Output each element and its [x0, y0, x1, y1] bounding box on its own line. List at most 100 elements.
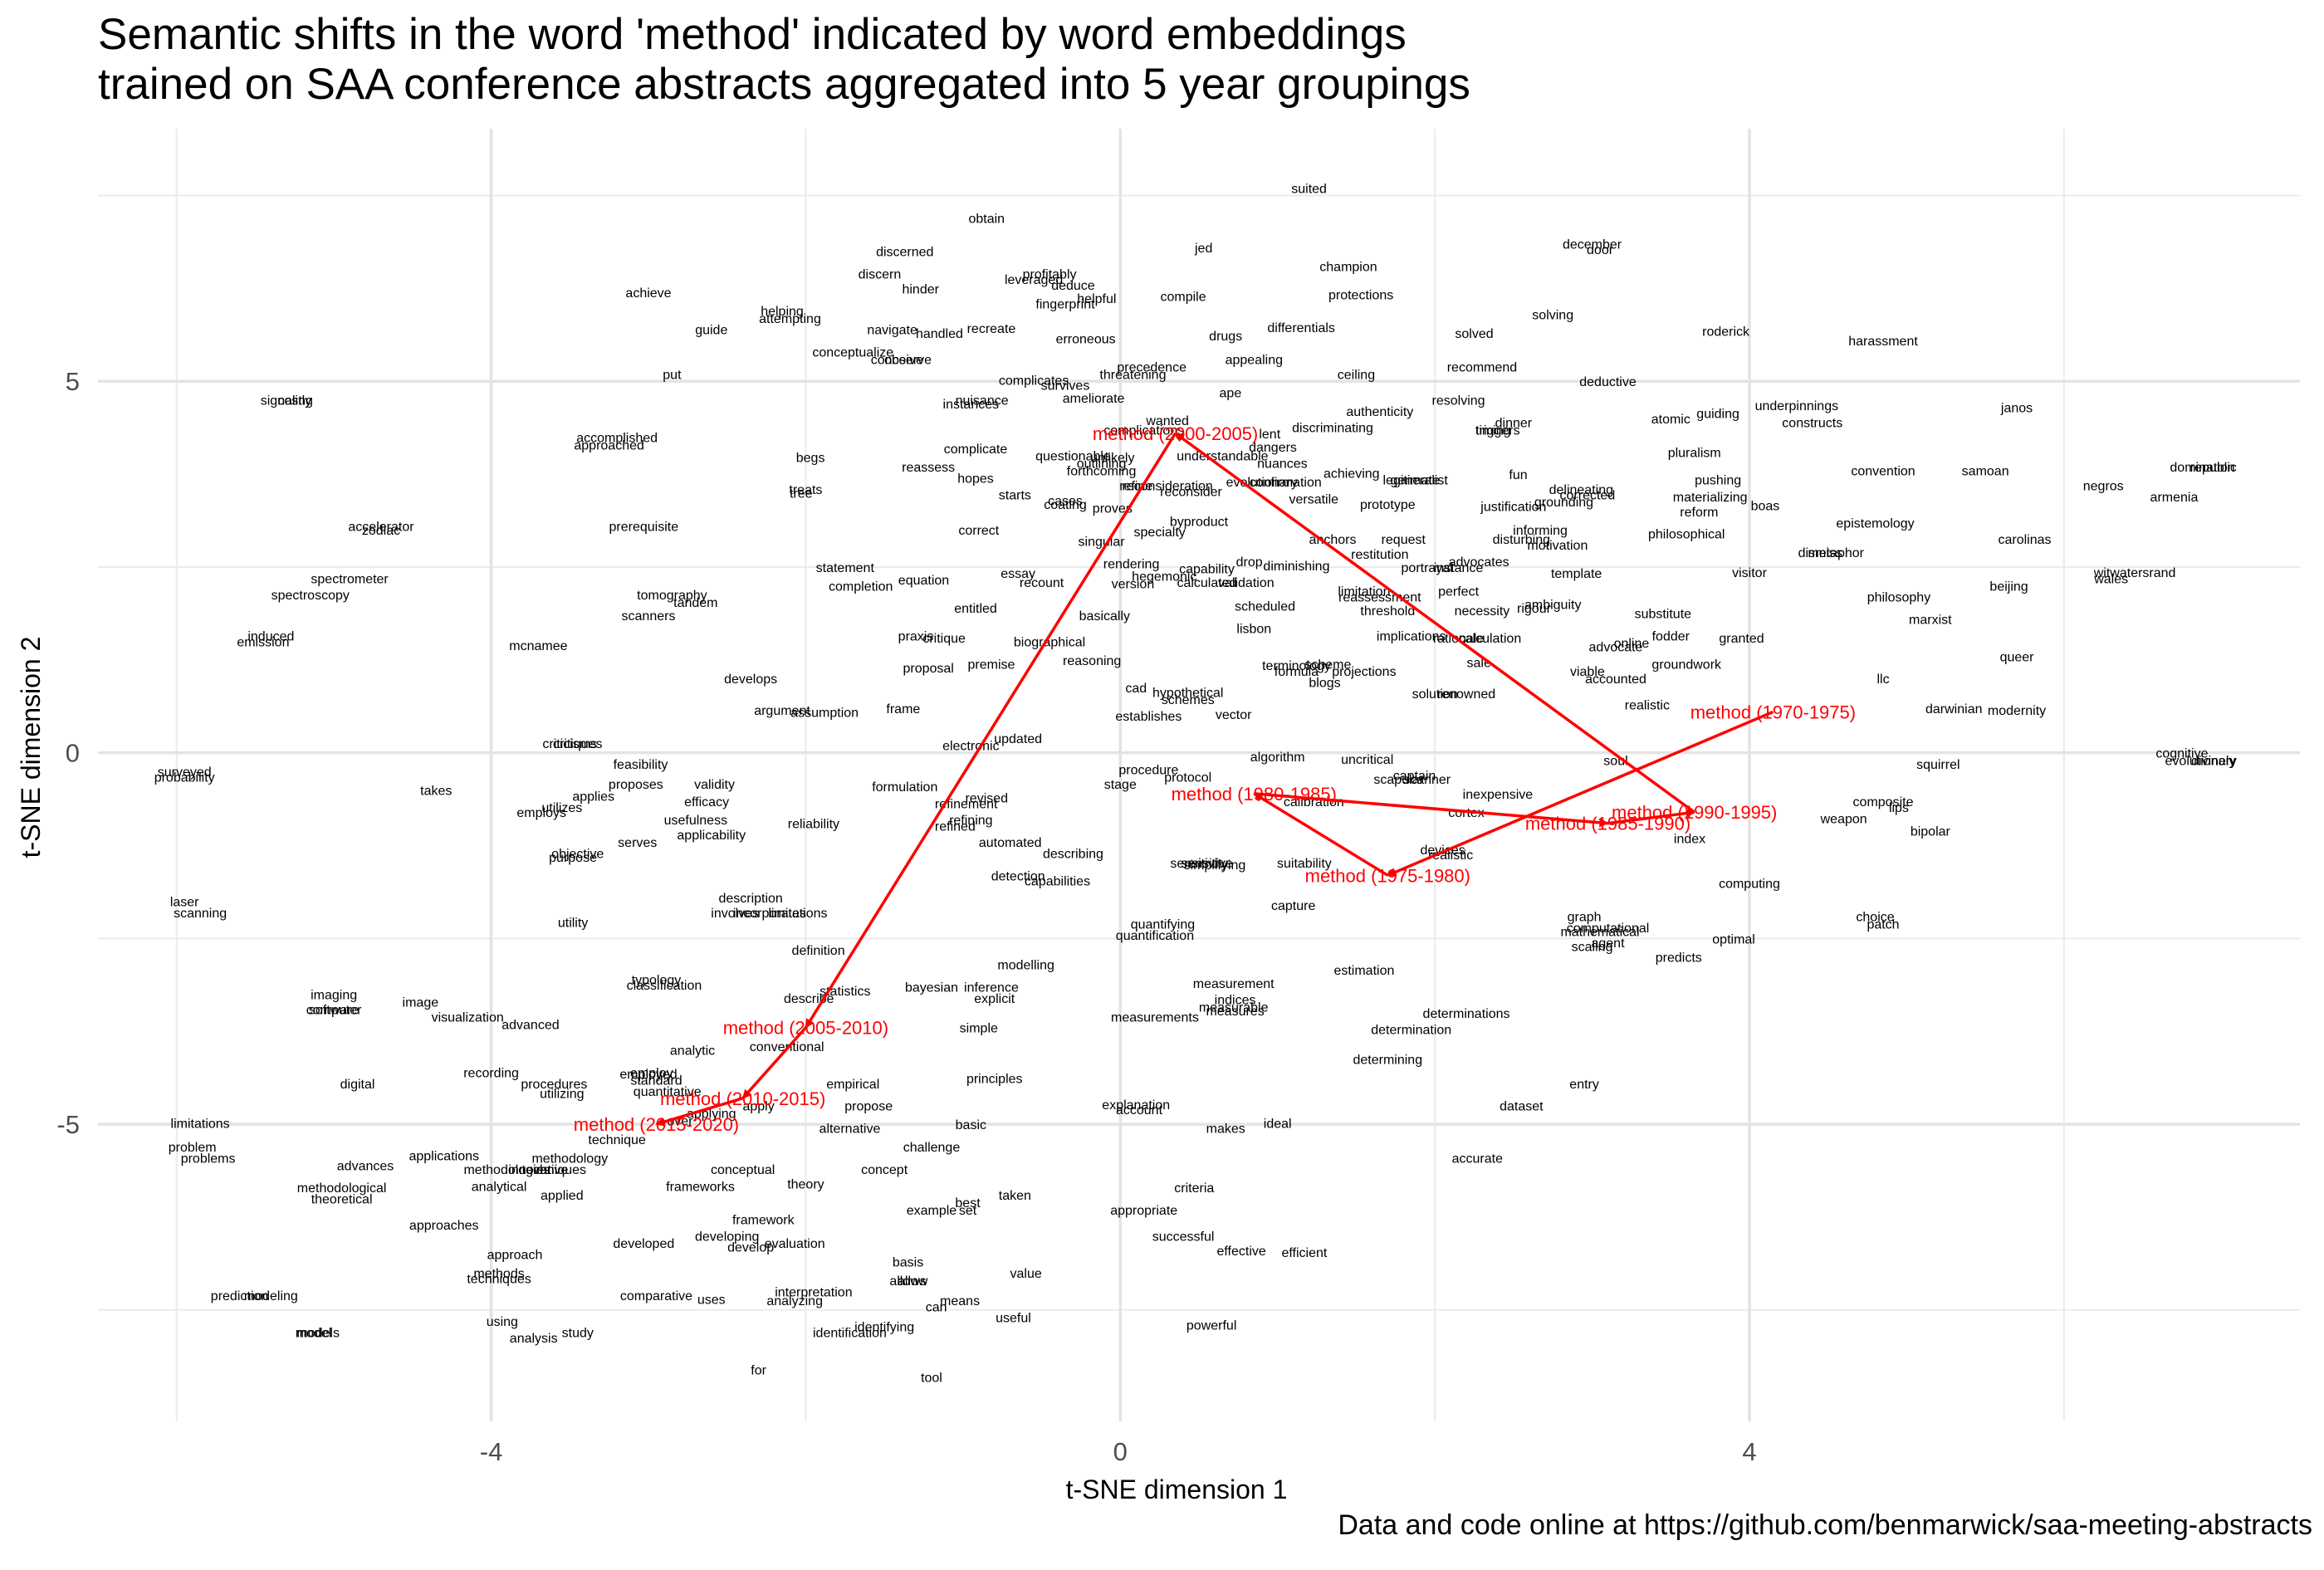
word-label: usefulness	[664, 814, 728, 828]
word-label: updated	[994, 732, 1042, 746]
word-label: cognitive	[2155, 747, 2208, 761]
word-label: perfect	[1438, 585, 1479, 599]
word-label: online	[1614, 637, 1650, 651]
word-label: conceptualize	[812, 345, 893, 359]
word-label: bipolar	[1911, 825, 1951, 839]
word-label: capability	[1179, 563, 1235, 577]
word-label: atomic	[1651, 413, 1690, 427]
word-label: purpose	[549, 851, 597, 865]
word-label: complications	[1103, 423, 1184, 438]
word-label: drugs	[1209, 330, 1242, 344]
word-label: timing	[1475, 423, 1511, 438]
word-label: study	[562, 1327, 594, 1341]
word-label: establishes	[1115, 710, 1182, 724]
method-path-segment	[741, 1026, 807, 1099]
word-label: accelerator	[348, 521, 414, 535]
word-label: boas	[1751, 500, 1780, 514]
word-label: measurement	[1193, 977, 1275, 991]
word-label: essay	[1001, 567, 1035, 581]
word-label: achieve	[625, 286, 671, 301]
word-label: instance	[1434, 561, 1484, 575]
word-label: formulation	[872, 780, 937, 795]
word-label: laser	[170, 896, 199, 910]
word-label: signaling	[261, 394, 313, 408]
word-label: constructs	[1782, 416, 1842, 430]
word-label: pushing	[1695, 473, 1741, 487]
word-label: recommend	[1447, 360, 1517, 374]
word-label: byproduct	[1170, 515, 1229, 529]
word-label: means	[940, 1294, 980, 1308]
word-label: techniques	[522, 1163, 586, 1177]
word-label: develops	[724, 673, 777, 687]
method-path-segment	[1387, 710, 1774, 877]
chart-title-line-1: Semantic shifts in the word 'method' ind…	[98, 10, 1407, 59]
word-label: limitation	[1338, 585, 1390, 599]
word-label: substitute	[1635, 607, 1692, 621]
word-label: measurable	[1199, 1001, 1269, 1015]
word-label: treats	[789, 483, 822, 497]
word-label: queer	[2000, 650, 2035, 664]
word-label: zodiac	[362, 524, 400, 538]
word-label: complicates	[999, 374, 1069, 388]
word-label: sensitivity	[1170, 857, 1227, 871]
word-label: approaches	[409, 1219, 479, 1233]
word-label: template	[1551, 567, 1602, 581]
word-label: advocate	[1589, 641, 1643, 655]
word-label: empirical	[826, 1078, 879, 1092]
word-label: techniques	[467, 1272, 531, 1286]
grid-major	[98, 129, 2300, 1421]
word-label: negros	[2083, 480, 2124, 494]
word-label: statement	[816, 561, 875, 575]
word-label: hypothetical	[1152, 686, 1223, 700]
word-label: carolinas	[1998, 533, 2051, 547]
chart-title-line-2: trained on SAA conference abstracts aggr…	[98, 60, 1470, 109]
word-label: capture	[1271, 899, 1315, 913]
word-label: utilizing	[540, 1087, 584, 1101]
word-label: unlikely	[1090, 452, 1134, 466]
word-label: capabilities	[1025, 875, 1090, 889]
word-label: validation	[1218, 576, 1275, 590]
word-label: utilizes	[541, 801, 582, 815]
word-label: underpinnings	[1755, 399, 1839, 413]
word-label: sensitive	[1181, 857, 1232, 871]
word-label: using	[487, 1315, 518, 1329]
word-label: optimal	[1712, 932, 1755, 946]
word-label: determination	[1371, 1024, 1451, 1038]
word-label: assumption	[790, 706, 859, 720]
word-label: portrayal	[1402, 561, 1453, 575]
word-label: survives	[1041, 379, 1090, 394]
word-label: correct	[958, 524, 999, 538]
word-label: versatile	[1289, 493, 1338, 507]
word-label: taken	[999, 1189, 1031, 1203]
word-label: involves	[711, 907, 759, 921]
word-label: scapular	[1373, 773, 1424, 787]
word-label: cad	[1125, 682, 1147, 696]
word-label: serves	[618, 836, 657, 850]
word-label: criteria	[1174, 1181, 1214, 1196]
word-label: incorporates	[733, 907, 806, 921]
word-label: advocates	[1449, 555, 1509, 570]
word-label: proves	[1093, 501, 1133, 516]
word-label: outlining	[1077, 457, 1127, 472]
word-label: comparative	[620, 1289, 692, 1303]
word-label: propose	[844, 1100, 893, 1114]
word-label: restitution	[1351, 548, 1408, 562]
word-label: feasibility	[614, 758, 668, 772]
word-label: powerful	[1186, 1319, 1236, 1333]
word-label: rendering	[1103, 557, 1160, 571]
word-label: analyzing	[766, 1294, 823, 1308]
word-label: choice	[1856, 911, 1894, 925]
word-label: metaphor	[1808, 546, 1864, 560]
word-label: alternative	[820, 1122, 881, 1137]
word-label: attempting	[759, 312, 821, 326]
word-label: proposes	[609, 778, 663, 792]
word-label: software	[309, 1003, 360, 1017]
word-label: principles	[966, 1073, 1023, 1087]
source-caption: Data and code online at https://github.c…	[1338, 1509, 2312, 1541]
word-label: suited	[1291, 183, 1327, 197]
word-label: samoan	[1962, 465, 2009, 479]
word-label: put	[663, 368, 682, 382]
word-label: viable	[1570, 665, 1605, 679]
word-label: vector	[1216, 708, 1252, 722]
word-label: harassment	[1848, 335, 1918, 349]
